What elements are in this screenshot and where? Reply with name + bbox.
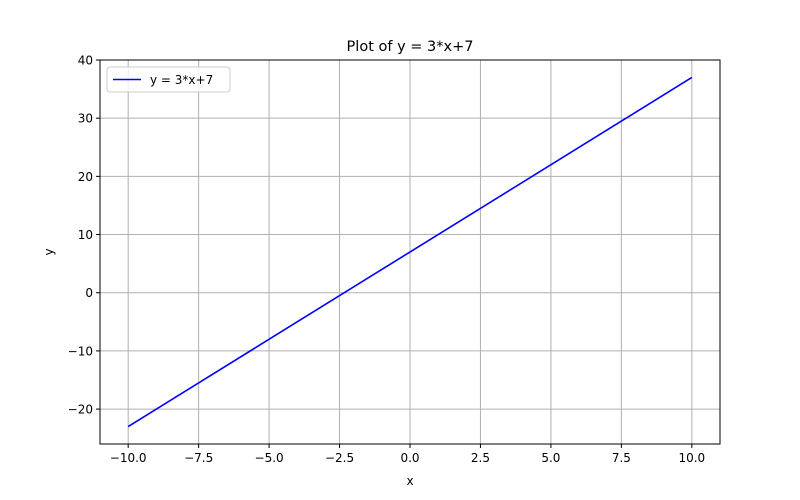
x-tick-label: −7.5	[184, 451, 213, 465]
y-tick-label: 10	[78, 228, 93, 242]
y-tick-label: −20	[68, 403, 93, 417]
y-axis-ticks: −20 −10 0 10 20 30 40	[68, 54, 100, 417]
legend-box	[106, 66, 231, 93]
x-tick-label: 7.5	[612, 451, 631, 465]
y-tick-label: 0	[85, 286, 93, 300]
x-tick-label: −5.0	[255, 451, 284, 465]
x-tick-label: −10.0	[110, 451, 147, 465]
legend-label: y = 3*x+7	[150, 73, 213, 87]
x-axis-ticks: −10.0 −7.5 −5.0 −2.5 0.0 2.5 5.0 7.5 10.0	[110, 444, 705, 465]
x-tick-label: −2.5	[325, 451, 354, 465]
y-tick-label: 20	[78, 170, 93, 184]
x-tick-label: 10.0	[678, 451, 705, 465]
grid	[100, 59, 720, 444]
x-tick-label: 5.0	[541, 451, 560, 465]
series-layer	[127, 76, 693, 428]
series-line	[127, 76, 693, 428]
chart-title: Plot of y = 3*x+7	[347, 39, 474, 55]
y-tick-label: −10	[68, 344, 93, 358]
x-tick-label: 0.0	[400, 451, 419, 465]
x-tick-label: 2.5	[471, 451, 490, 465]
y-axis-label: y	[42, 248, 56, 255]
legend: y = 3*x+7	[106, 66, 231, 93]
x-axis-label: x	[406, 474, 413, 488]
y-tick-label: 40	[78, 54, 93, 68]
y-tick-label: 30	[78, 112, 93, 126]
